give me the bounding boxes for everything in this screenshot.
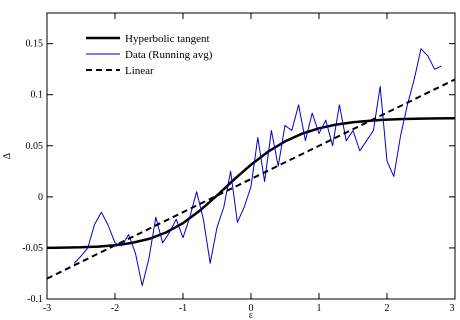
x-tick-label: -2 — [111, 303, 119, 314]
legend-label-tanh: Hyperbolic tangent — [125, 33, 210, 45]
y-tick-label: 0 — [38, 192, 43, 203]
series-line-linear — [46, 78, 456, 280]
legend-box — [80, 27, 255, 83]
y-tick-label: -0.1 — [27, 294, 43, 305]
x-axis-ticks: -3 -2 -1 0 1 2 3 — [43, 13, 456, 314]
x-tick-label: 0 — [249, 303, 254, 314]
legend-label-data: Data (Running avg) — [125, 49, 213, 61]
y-tick-label: 0.15 — [26, 39, 44, 50]
x-tick-label: -1 — [179, 303, 187, 314]
y-tick-label: 0.1 — [31, 90, 44, 101]
x-tick-label: 1 — [317, 303, 322, 314]
x-tick-label: 3 — [450, 303, 455, 314]
legend: Hyperbolic tangent Data (Running avg) Li… — [80, 27, 255, 83]
y-axis-ticks: -0.1 -0.05 0 0.05 0.1 0.15 — [22, 39, 455, 305]
series-line-data — [73, 48, 442, 287]
x-axis-label: ε — [249, 310, 253, 320]
y-axis-label: Δ — [2, 152, 13, 159]
y-tick-label: -0.05 — [22, 243, 43, 254]
x-tick-label: -3 — [43, 303, 51, 314]
legend-label-linear: Linear — [125, 65, 154, 77]
x-tick-label: 2 — [385, 303, 390, 314]
y-tick-label: 0.05 — [26, 141, 44, 152]
series-layer — [46, 48, 456, 287]
